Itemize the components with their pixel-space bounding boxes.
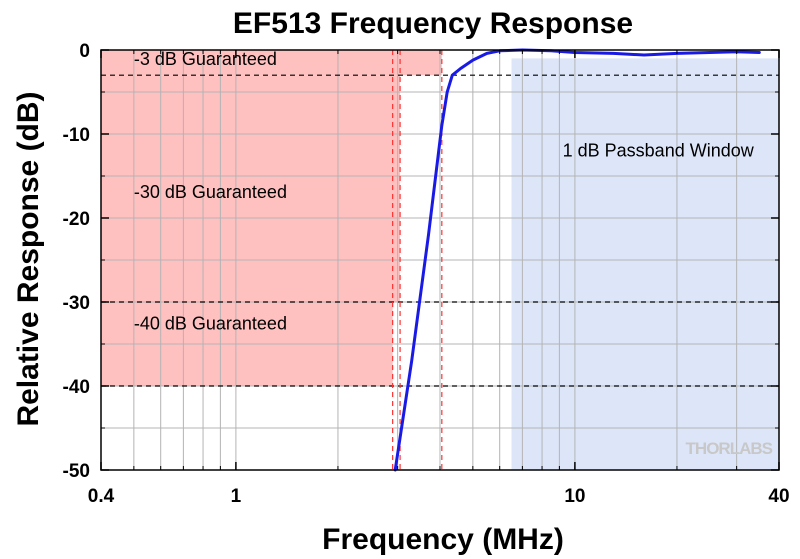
x-tick-label: 1: [231, 486, 242, 507]
shaded-regions: [101, 50, 779, 471]
annotation-label: -3 dB Guaranteed: [134, 49, 277, 69]
x-tick-label: 0.4: [88, 486, 115, 507]
x-axis-label: Frequency (MHz): [322, 523, 564, 556]
thorlabs-logo: THORLABS: [686, 439, 773, 458]
chart-title: EF513 Frequency Response: [233, 7, 633, 40]
y-tick-label: -20: [63, 209, 90, 230]
x-tick-label: 40: [768, 486, 789, 507]
grid-lines: [101, 50, 779, 470]
annotation-label: -30 dB Guaranteed: [134, 182, 287, 202]
annotations: -3 dB Guaranteed -30 dB Guaranteed -40 dB …: [134, 49, 755, 334]
y-axis-label: Relative Response (dB): [12, 91, 45, 426]
region--3-db-guaranteed: [101, 50, 442, 76]
region-1-db-passband-window: [511, 58, 779, 471]
y-tick-label: -10: [63, 125, 90, 146]
x-tick-label: 10: [564, 486, 585, 507]
reference-lines: [101, 50, 779, 470]
y-tick-label: -40: [63, 377, 90, 398]
y-tick-label: -30: [63, 293, 90, 314]
region--30-db-guaranteed: [101, 75, 401, 302]
annotation-label: -40 dB Guaranteed: [134, 314, 287, 334]
y-tick-label: -50: [63, 461, 90, 482]
axis-ticks: 0.4 1 10 40 0 -10 -20 -30 -40 -50: [63, 41, 790, 507]
annotation-label: 1 dB Passband Window: [563, 141, 755, 161]
y-tick-label: 0: [79, 41, 90, 62]
